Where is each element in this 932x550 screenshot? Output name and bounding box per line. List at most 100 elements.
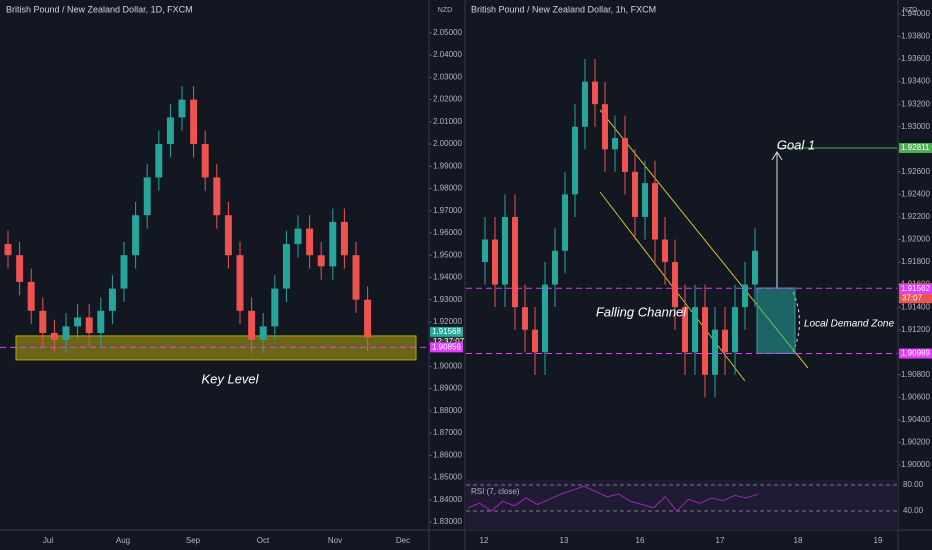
- y-tick-label: 1.93800: [901, 32, 930, 41]
- candle-body: [722, 329, 728, 353]
- y-tick-label: 2.03000: [433, 72, 462, 81]
- x-tick-label: 17: [716, 536, 725, 545]
- candle-body: [85, 317, 93, 334]
- candle-body: [16, 255, 24, 282]
- zone: [15, 335, 417, 361]
- y-tick-label: 1.93200: [901, 99, 930, 108]
- x-tick-label: Nov: [328, 536, 342, 545]
- candle-body: [317, 255, 325, 267]
- candle-body: [562, 194, 568, 251]
- y-tick-label: 1.90000: [433, 361, 462, 370]
- y-tick-label: 1.86000: [433, 450, 462, 459]
- candle-body: [213, 177, 221, 216]
- candle-body: [166, 117, 174, 145]
- candle-body: [248, 310, 256, 340]
- candle-body: [732, 307, 738, 353]
- candle-body: [259, 326, 267, 340]
- y-tick-label: 1.91200: [901, 325, 930, 334]
- y-tick-label: 1.93000: [433, 295, 462, 304]
- y-tick-label: 1.90200: [901, 438, 930, 447]
- price-tag-label: 1.91568: [432, 327, 461, 336]
- y-tick-label: 1.92000: [433, 317, 462, 326]
- candle-body: [306, 228, 314, 256]
- zone: [756, 287, 796, 354]
- currency: NZD: [438, 7, 452, 14]
- candle-body: [132, 215, 140, 256]
- y-tick-label: 1.92400: [901, 190, 930, 199]
- y-tick-label: 1.98000: [433, 184, 462, 193]
- candle-body: [492, 239, 498, 285]
- candle-body: [482, 239, 488, 263]
- candle-body: [352, 255, 360, 300]
- y-tick-label: 1.92000: [901, 235, 930, 244]
- y-tick-label: 1.84000: [433, 495, 462, 504]
- x-tick-label: Sep: [186, 536, 201, 545]
- price-tag: [899, 348, 932, 359]
- arrow-head: [771, 151, 783, 161]
- candle-body: [97, 310, 105, 334]
- price-tag-label: 1.92811: [901, 143, 930, 152]
- price-tag: [899, 283, 932, 294]
- candle-body: [612, 138, 618, 150]
- rsi-line: [467, 485, 759, 512]
- price-tag: [430, 326, 463, 337]
- countdown-tag: [899, 293, 932, 304]
- currency: NZD: [903, 7, 917, 14]
- candle-body: [702, 307, 708, 375]
- y-tick-label: 1.94000: [433, 273, 462, 282]
- candle-body: [4, 244, 12, 256]
- candle-body: [39, 310, 47, 334]
- y-tick-label: 2.05000: [433, 28, 462, 37]
- y-tick-label: 2.04000: [433, 50, 462, 59]
- x-tick-label: Dec: [396, 536, 410, 545]
- chart-title: British Pound / New Zealand Dollar, 1D, …: [6, 4, 193, 14]
- x-tick-label: 16: [636, 536, 645, 545]
- y-tick-label: 1.90400: [901, 415, 930, 424]
- y-tick-label: 1.89000: [433, 384, 462, 393]
- rsi-tick-label: 40.00: [903, 506, 924, 515]
- candle-body: [642, 183, 648, 217]
- x-tick-label: 19: [874, 536, 883, 545]
- candle-body: [329, 221, 337, 267]
- candle-body: [572, 126, 578, 195]
- y-tick-label: 1.95000: [433, 250, 462, 259]
- candle-body: [682, 307, 688, 353]
- candle-body: [622, 138, 628, 172]
- y-tick-label: 1.88000: [433, 406, 462, 415]
- x-tick-label: 18: [794, 536, 803, 545]
- y-tick-label: 1.96000: [433, 228, 462, 237]
- y-tick-label: 1.91800: [901, 257, 930, 266]
- y-tick-label: 1.90000: [901, 460, 930, 469]
- y-tick-label: 1.99000: [433, 161, 462, 170]
- countdown-tag: [430, 336, 463, 347]
- candle-body: [522, 307, 528, 330]
- candle-body: [512, 216, 518, 308]
- y-tick-label: 1.87000: [433, 428, 462, 437]
- countdown: 37:07: [902, 293, 923, 302]
- rsi-panel: [465, 480, 898, 530]
- annotation: Falling Channel: [596, 304, 687, 319]
- candle-body: [224, 215, 232, 256]
- y-tick-label: 1.93400: [901, 77, 930, 86]
- candle-body: [672, 262, 678, 308]
- candle-body: [143, 177, 151, 216]
- candle-body: [552, 250, 558, 285]
- candle-body: [236, 255, 244, 311]
- y-tick-label: 1.90600: [901, 392, 930, 401]
- y-tick-label: 2.02000: [433, 95, 462, 104]
- candle-body: [155, 144, 163, 178]
- candle-body: [602, 104, 608, 150]
- candle-body: [271, 288, 279, 327]
- candle-body: [108, 288, 116, 311]
- x-tick-label: 13: [560, 536, 569, 545]
- candle-body: [752, 250, 758, 285]
- price-tag-label: 1.90989: [901, 349, 930, 358]
- price-tag-label: 1.90856: [432, 342, 461, 351]
- candle-body: [632, 171, 638, 217]
- candle-body: [712, 329, 718, 375]
- y-tick-label: 1.90800: [901, 370, 930, 379]
- annotation: Goal 1: [777, 137, 815, 152]
